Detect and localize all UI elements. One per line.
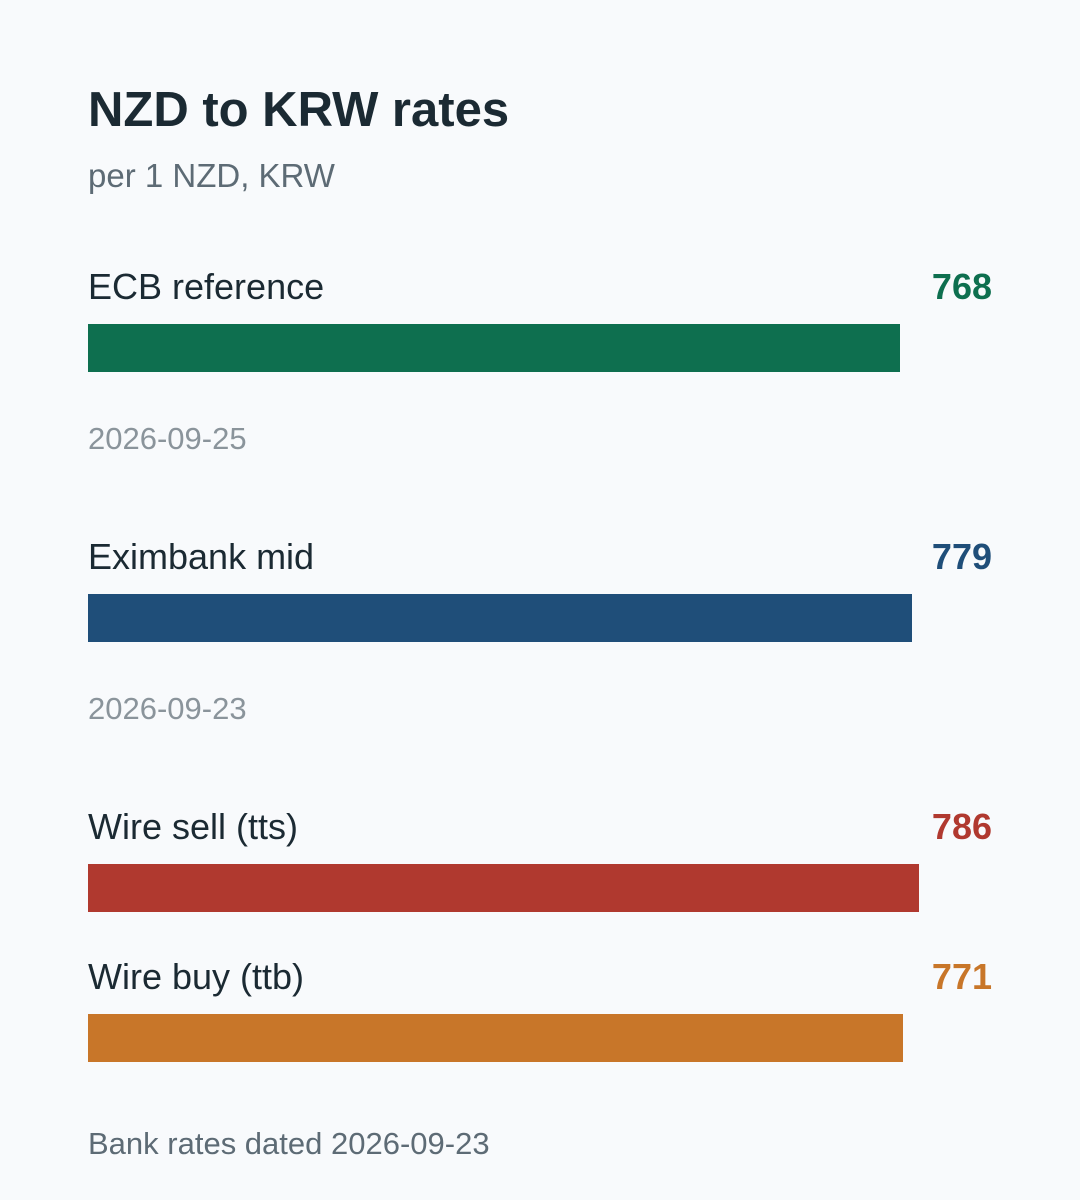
- bar-value-label: 779: [931, 536, 992, 577]
- chart-title: NZD to KRW rates: [88, 83, 510, 137]
- bar-date: 2026-09-23: [88, 691, 247, 726]
- bar-value-label: 768: [931, 266, 992, 307]
- bar-label: ECB reference: [88, 266, 325, 307]
- bar: [88, 594, 912, 642]
- bar-label: Eximbank mid: [88, 536, 315, 577]
- bar: [88, 1014, 904, 1062]
- chart-subtitle: per 1 NZD, KRW: [88, 157, 335, 194]
- bar-value-label: 786: [931, 806, 992, 847]
- chart-footnote: Bank rates dated 2026-09-23: [88, 1126, 490, 1161]
- bar: [88, 324, 900, 372]
- bar-label: Wire sell (tts): [88, 806, 298, 847]
- bar-label: Wire buy (ttb): [88, 956, 305, 997]
- bar: [88, 864, 919, 912]
- bar-date: 2026-09-25: [88, 421, 247, 456]
- bar-value-label: 771: [931, 956, 992, 997]
